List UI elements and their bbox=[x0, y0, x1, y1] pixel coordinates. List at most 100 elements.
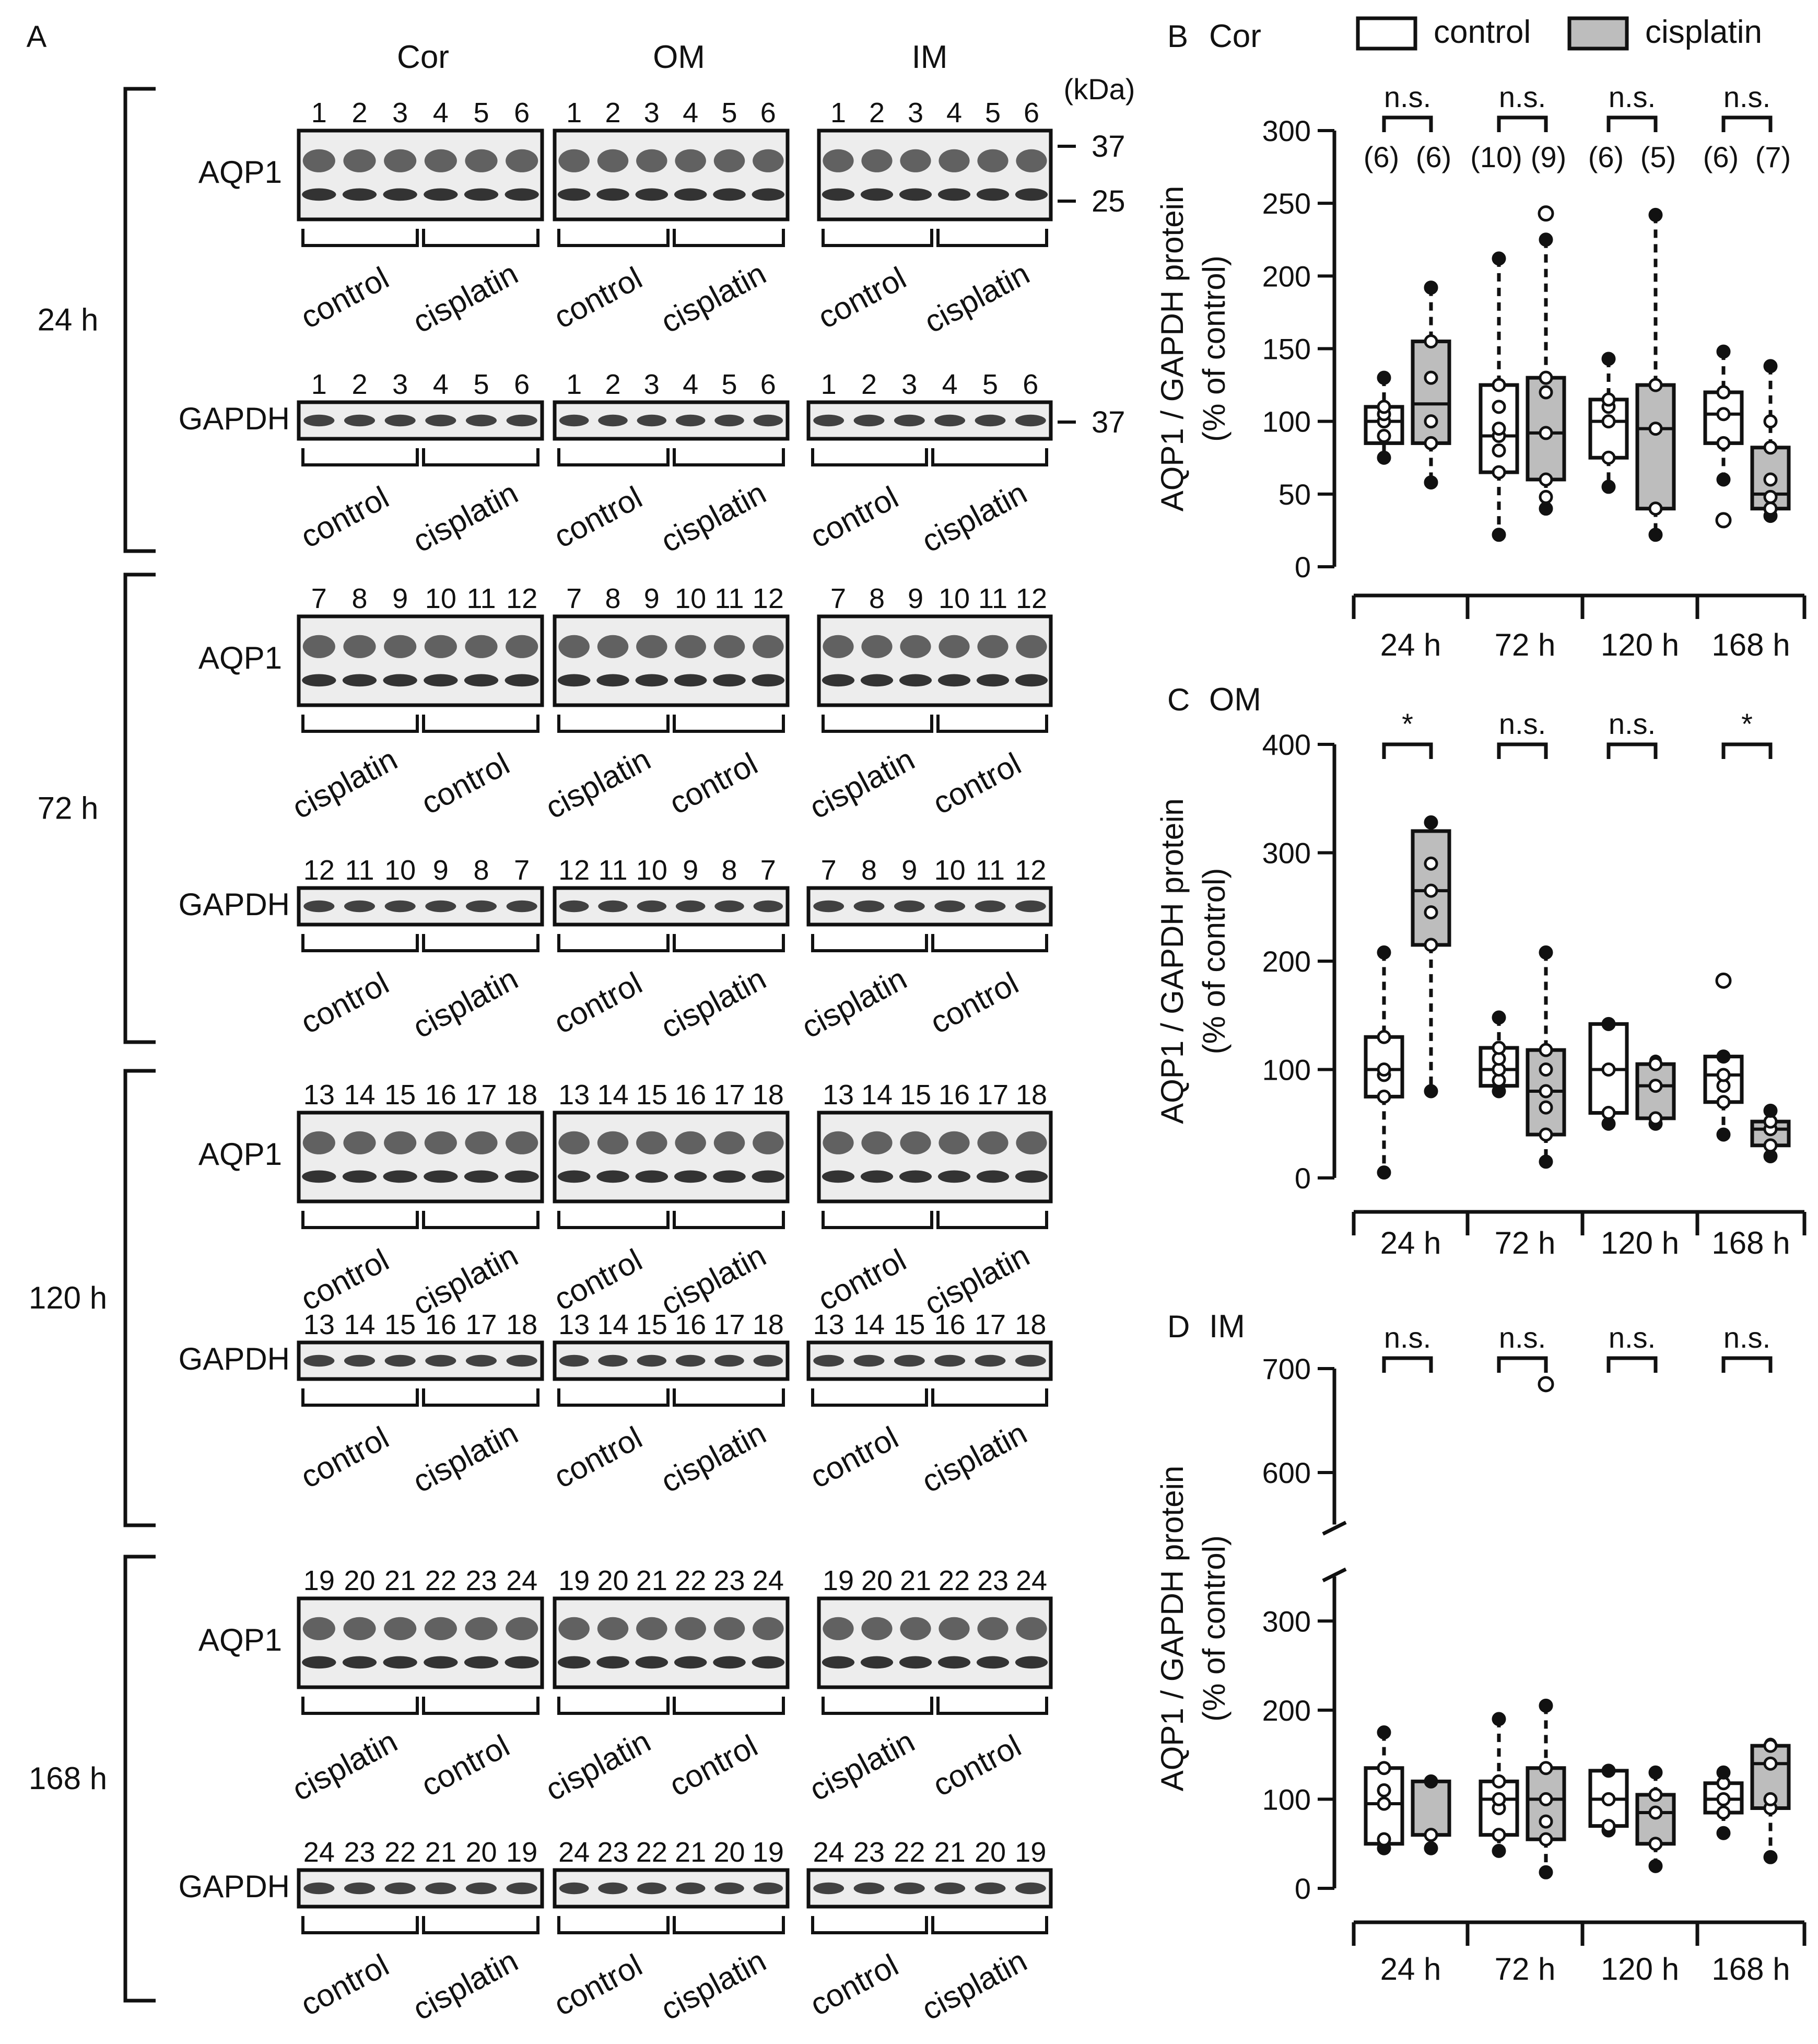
band-aqp1-glycosylated bbox=[861, 635, 893, 658]
band-aqp1-glycosylated bbox=[636, 1131, 667, 1154]
group-bracket bbox=[422, 934, 539, 952]
band-gapdh bbox=[813, 1354, 845, 1367]
lane-number: 1 bbox=[566, 369, 582, 400]
band-gapdh bbox=[344, 900, 376, 913]
mw-marker-37: 37 bbox=[1092, 405, 1125, 439]
data-point bbox=[1716, 1049, 1731, 1064]
sample-size-label: (7) bbox=[1755, 141, 1791, 173]
lane-number: 23 bbox=[344, 1837, 375, 1868]
band-gapdh bbox=[384, 900, 416, 913]
band-gapdh bbox=[934, 1882, 966, 1895]
group-label-control: control bbox=[927, 746, 1026, 821]
band-aqp1-glycosylated bbox=[939, 149, 970, 172]
lane-number: 15 bbox=[384, 1309, 416, 1340]
group-label-control: control bbox=[927, 1728, 1026, 1803]
significance-asterisk: * bbox=[1402, 707, 1413, 740]
group-label-control: control bbox=[295, 1242, 394, 1317]
sample-size-label: (6) bbox=[1703, 141, 1739, 173]
band-aqp1-core bbox=[383, 188, 417, 201]
data-point bbox=[1716, 1765, 1731, 1780]
band-aqp1-glycosylated bbox=[861, 149, 893, 172]
band-gapdh bbox=[753, 1882, 783, 1895]
sample-size-label: (10) bbox=[1470, 141, 1522, 173]
band-aqp1-core bbox=[1015, 674, 1048, 687]
band-aqp1-core bbox=[1015, 1170, 1048, 1183]
band-gapdh bbox=[675, 1882, 706, 1895]
legend-swatch-control bbox=[1356, 16, 1417, 51]
group-label-cisplatin: cisplatin bbox=[655, 475, 771, 559]
band-aqp1-glycosylated bbox=[424, 149, 457, 172]
box-cisplatin bbox=[1750, 1103, 1791, 1163]
band-aqp1-glycosylated bbox=[900, 1617, 931, 1640]
lane-number: 5 bbox=[473, 97, 489, 129]
band-aqp1-glycosylated bbox=[939, 635, 970, 658]
band-aqp1-core bbox=[302, 1656, 336, 1669]
lane-number: 5 bbox=[721, 369, 737, 400]
band-aqp1-glycosylated bbox=[977, 635, 1008, 658]
lane-number: 20 bbox=[597, 1565, 628, 1596]
lane-number: 22 bbox=[939, 1565, 970, 1596]
data-point bbox=[1648, 1805, 1663, 1820]
lane-number: 16 bbox=[934, 1309, 966, 1340]
band-gapdh bbox=[559, 1354, 589, 1367]
band-aqp1-glycosylated bbox=[636, 635, 667, 658]
band-aqp1-glycosylated bbox=[900, 635, 931, 658]
y-tick-label: 600 bbox=[1262, 1456, 1311, 1489]
data-point bbox=[1424, 815, 1438, 830]
band-aqp1-glycosylated bbox=[1016, 149, 1047, 172]
mw-marker-25: 25 bbox=[1092, 184, 1125, 218]
lane-number: 19 bbox=[753, 1837, 784, 1868]
data-point bbox=[1763, 359, 1778, 373]
data-point bbox=[1424, 938, 1438, 952]
group-bracket bbox=[811, 1388, 928, 1407]
data-point bbox=[1377, 1832, 1391, 1847]
data-point bbox=[1648, 501, 1663, 516]
y-tick-label: 50 bbox=[1279, 478, 1311, 511]
lane-number: 1 bbox=[821, 369, 837, 400]
data-point bbox=[1716, 472, 1731, 487]
band-aqp1-core bbox=[383, 674, 417, 687]
time-bracket bbox=[123, 1555, 156, 2003]
data-point bbox=[1648, 1079, 1663, 1093]
band-aqp1-core bbox=[464, 1656, 499, 1669]
y-tick-label: 200 bbox=[1262, 945, 1311, 978]
lane-number: 9 bbox=[908, 583, 923, 614]
x-category-label: 120 h bbox=[1601, 1952, 1679, 1987]
lane-number: 9 bbox=[683, 855, 698, 886]
band-aqp1-glycosylated bbox=[713, 1131, 745, 1154]
lane-number: 16 bbox=[675, 1079, 706, 1111]
lane-number: 4 bbox=[683, 369, 698, 400]
band-aqp1-glycosylated bbox=[465, 635, 498, 658]
blot-aqp1-frame bbox=[297, 614, 544, 707]
data-point bbox=[1424, 414, 1438, 429]
band-aqp1-core bbox=[674, 188, 707, 201]
lane-number: 11 bbox=[714, 583, 744, 614]
band-aqp1-core bbox=[713, 188, 746, 201]
group-bracket bbox=[931, 1388, 1048, 1407]
group-label-cisplatin: cisplatin bbox=[804, 741, 920, 825]
group-bracket bbox=[301, 715, 419, 733]
group-bracket bbox=[931, 448, 1048, 466]
y-axis-label: AQP1 / GAPDH protein bbox=[1155, 186, 1190, 512]
data-point bbox=[1716, 385, 1731, 400]
lane-number: 9 bbox=[644, 583, 660, 614]
blot-aqp1-frame bbox=[297, 1596, 544, 1689]
band-gapdh bbox=[637, 900, 667, 913]
group-bracket bbox=[931, 934, 1048, 952]
data-point bbox=[1377, 1089, 1391, 1104]
lane-number: 14 bbox=[853, 1309, 885, 1340]
blot-aqp1-frame bbox=[553, 1596, 790, 1689]
band-aqp1-glycosylated bbox=[343, 1617, 376, 1640]
lane-number: 15 bbox=[384, 1079, 416, 1111]
band-gapdh bbox=[894, 1354, 925, 1367]
data-point bbox=[1539, 426, 1553, 440]
y-axis-label-units: (% of control) bbox=[1197, 868, 1231, 1055]
band-aqp1-core bbox=[899, 1170, 932, 1183]
band-aqp1-core bbox=[976, 188, 1010, 201]
band-aqp1-glycosylated bbox=[753, 635, 784, 658]
chart-panel-label: C bbox=[1167, 682, 1190, 717]
chart-panel-label: D bbox=[1167, 1309, 1190, 1344]
lane-number: 1 bbox=[311, 97, 327, 129]
lane-number: 23 bbox=[713, 1565, 745, 1596]
